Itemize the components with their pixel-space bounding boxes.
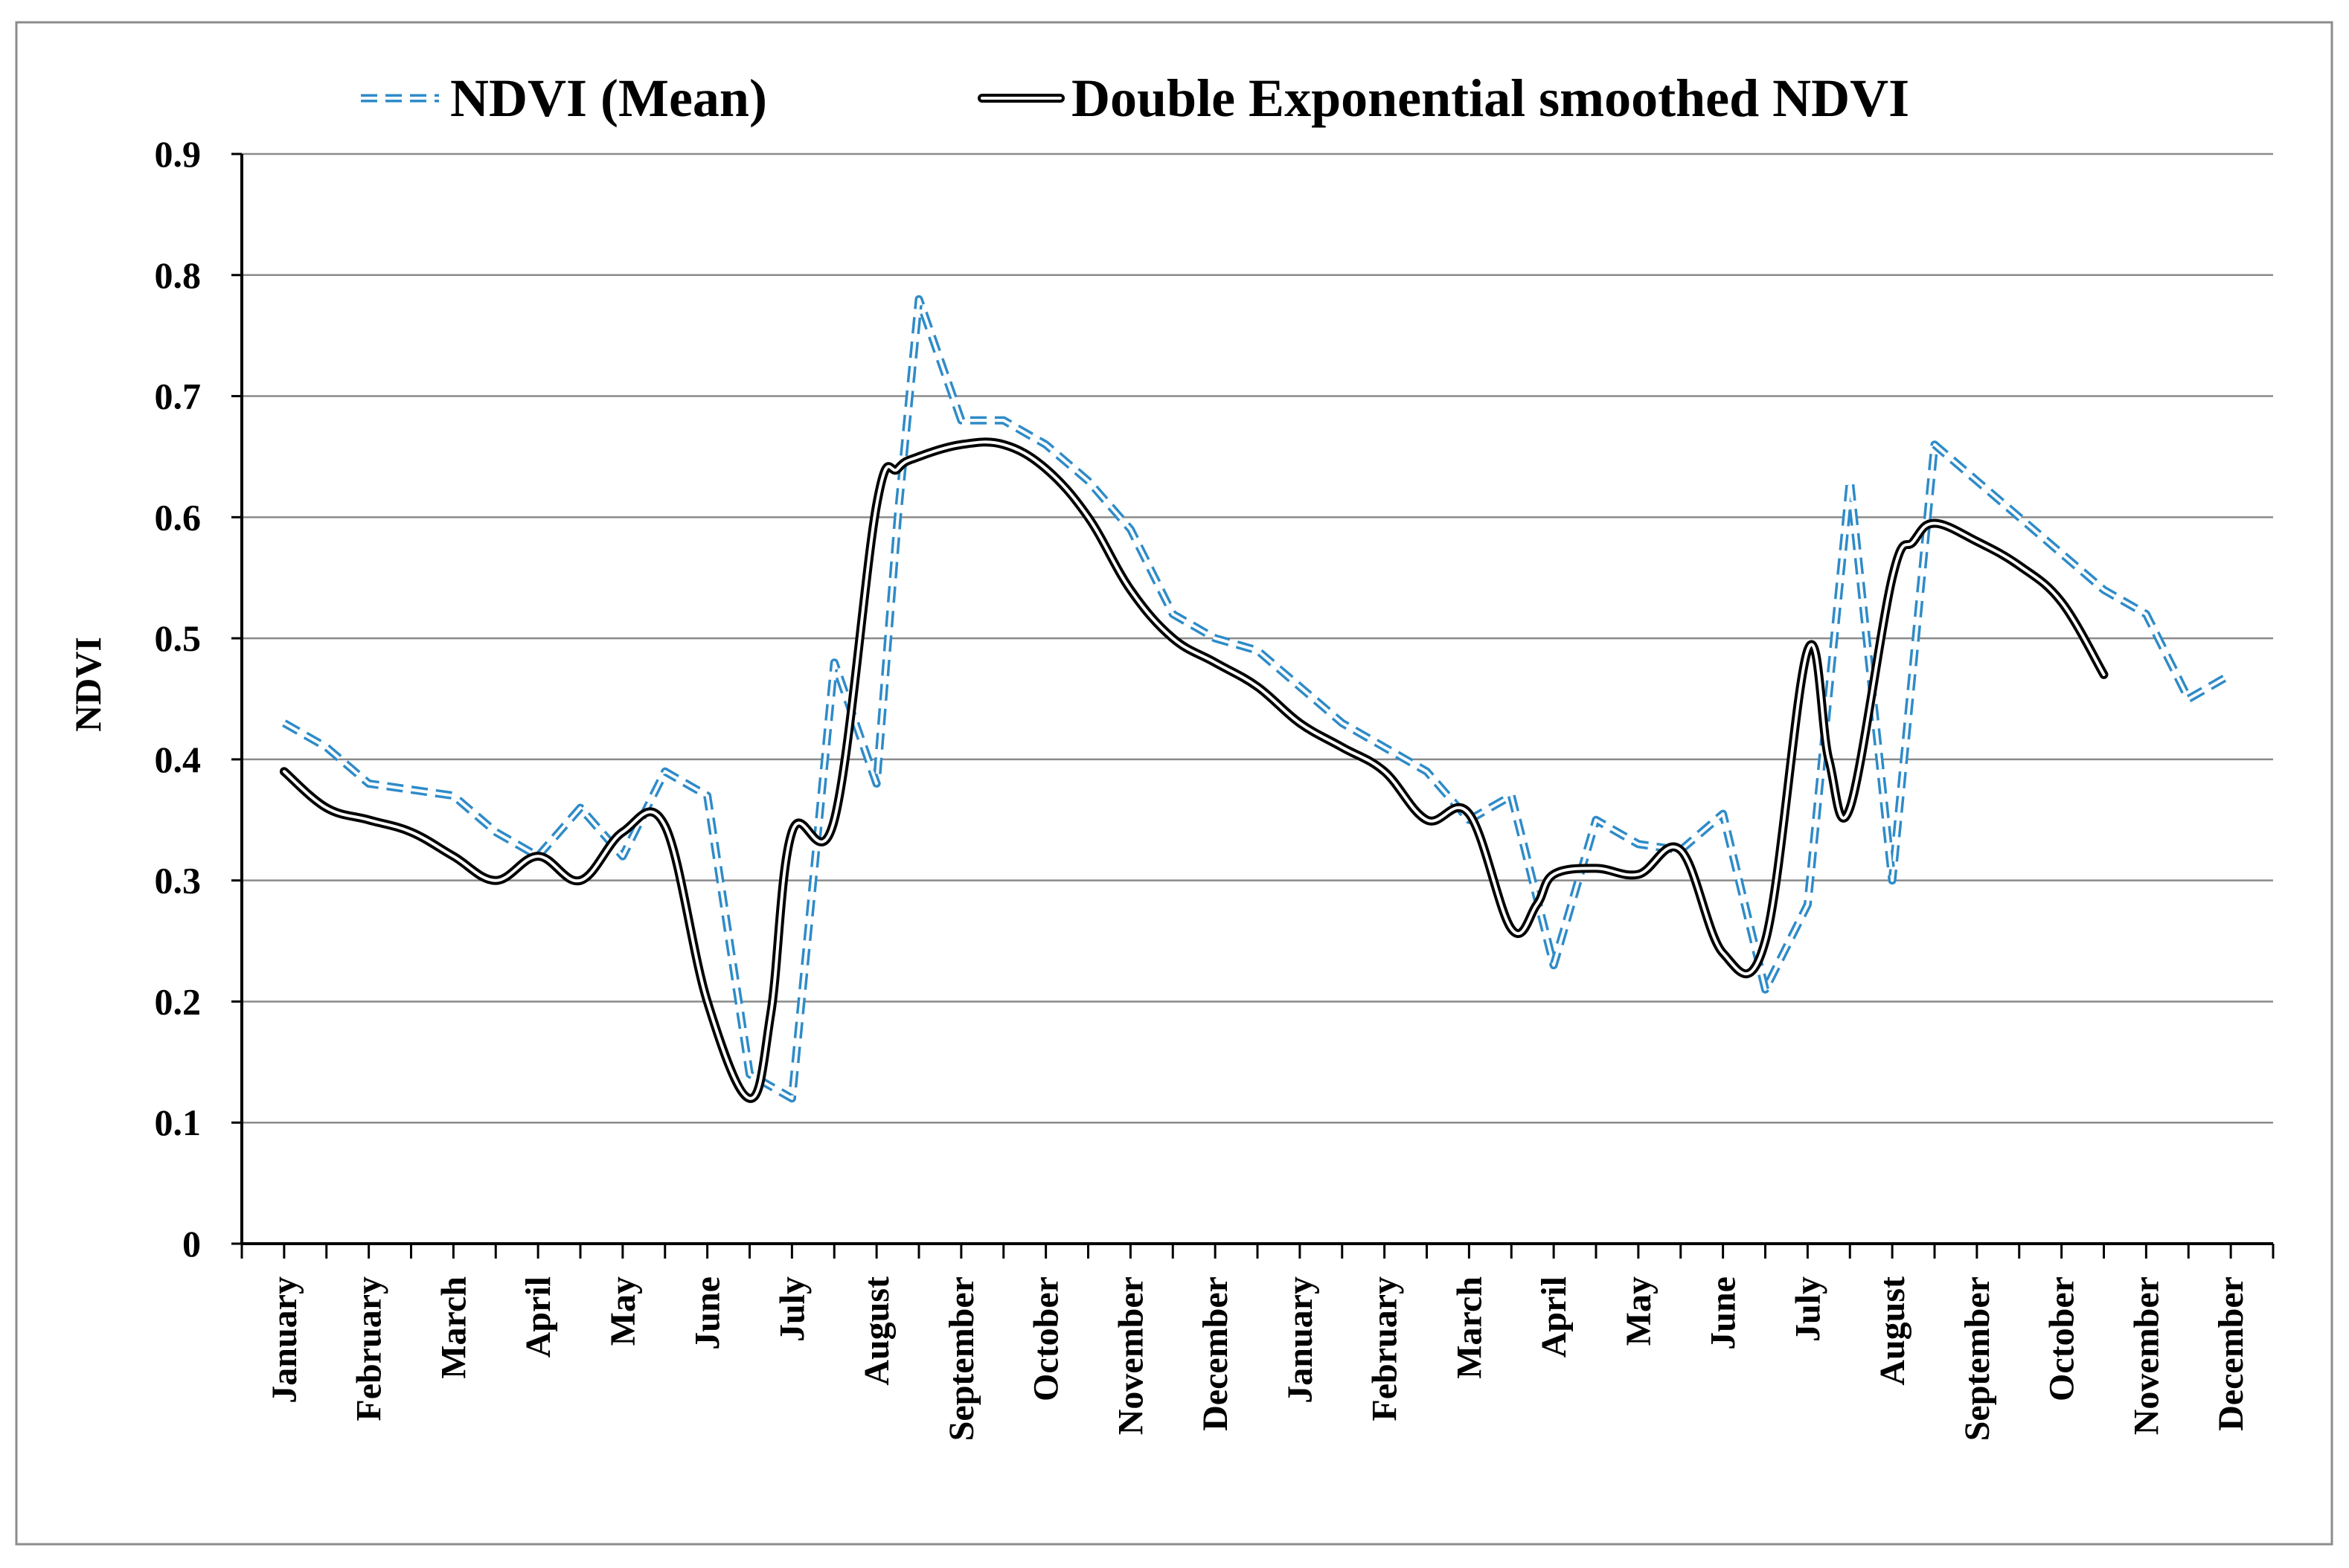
legend-label: Double Exponential smoothed NDVI bbox=[1071, 68, 1909, 128]
series-ndvi-mean bbox=[282, 295, 2233, 1103]
y-tick-label: 0.1 bbox=[155, 1102, 202, 1143]
y-tick-label: 0.5 bbox=[155, 617, 202, 659]
x-tick-label: January bbox=[1281, 1276, 1320, 1404]
ndvi-mean-line-inner bbox=[283, 298, 2232, 1100]
axes bbox=[231, 152, 2275, 1259]
x-tick-label: August bbox=[1873, 1276, 1912, 1386]
x-tick-label: February bbox=[1365, 1276, 1405, 1421]
x-tick-label: September bbox=[1958, 1276, 1997, 1441]
x-tick-label: January bbox=[265, 1276, 304, 1404]
y-tick-label: 0 bbox=[182, 1223, 201, 1265]
x-tick-label: March bbox=[1449, 1276, 1489, 1379]
x-tick-label: February bbox=[350, 1276, 389, 1421]
x-tick-label: April bbox=[519, 1276, 558, 1357]
legend: NDVI (Mean) Double Exponential smoothed N… bbox=[361, 68, 1909, 128]
series-double-exponential-smoothed bbox=[279, 437, 2109, 1103]
x-tick-label: September bbox=[942, 1276, 981, 1441]
x-tick-label: June bbox=[688, 1276, 728, 1350]
y-tick-label: 0.9 bbox=[155, 133, 202, 175]
x-tick-label: April bbox=[1534, 1276, 1574, 1357]
x-tick-label: May bbox=[603, 1276, 643, 1346]
axis-labels: NDVI 0 0.1 0.2 0.3 0.4 0.5 0.6 0.7 0.8 0.9 January… bbox=[67, 133, 2251, 1441]
x-tick-label: August bbox=[857, 1276, 897, 1386]
x-tick-label: December bbox=[1196, 1276, 1235, 1431]
x-tick-label: November bbox=[2127, 1276, 2166, 1435]
legend-item-ndvi-mean: NDVI (Mean) bbox=[361, 68, 767, 128]
legend-item-smoothed-ndvi: Double Exponential smoothed NDVI bbox=[978, 68, 1909, 128]
x-tick-label: December bbox=[2211, 1276, 2251, 1431]
x-tick-label: July bbox=[772, 1276, 812, 1342]
y-tick-label: 0.2 bbox=[155, 980, 202, 1022]
legend-label: NDVI (Mean) bbox=[450, 68, 767, 128]
x-tick-label: July bbox=[1788, 1276, 1827, 1342]
y-axis-title: NDVI bbox=[67, 637, 109, 732]
y-tick-label: 0.4 bbox=[155, 739, 202, 780]
x-tick-label: October bbox=[2042, 1276, 2082, 1401]
y-tick-label: 0.7 bbox=[155, 376, 202, 417]
y-tick-label: 0.6 bbox=[155, 496, 202, 538]
x-tick-label: March bbox=[434, 1276, 473, 1379]
gridlines bbox=[242, 152, 2273, 1124]
y-tick-label: 0.3 bbox=[155, 860, 202, 902]
x-tick-label: November bbox=[1111, 1276, 1150, 1435]
x-tick-label: October bbox=[1027, 1276, 1066, 1401]
smoothed-ndvi-line-inner bbox=[282, 440, 2106, 1100]
x-tick-label: June bbox=[1704, 1276, 1743, 1350]
y-tick-label: 0.8 bbox=[155, 254, 202, 296]
series-lines bbox=[279, 295, 2233, 1103]
x-tick-label: May bbox=[1619, 1276, 1659, 1346]
